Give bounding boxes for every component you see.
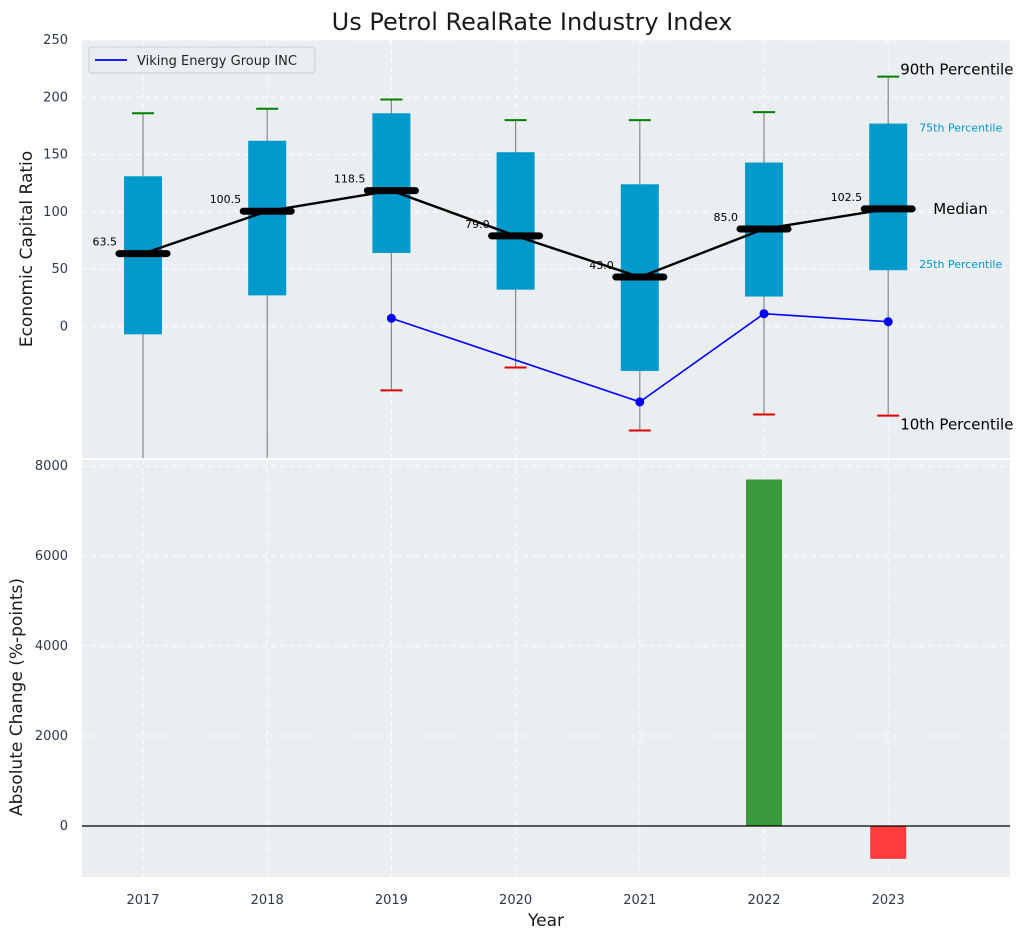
company-point-2021 [635, 397, 645, 407]
x-tick-label-2022: 2022 [747, 893, 780, 908]
bottom-y-tick-label: 2000 [35, 729, 68, 744]
top-plot-background [82, 40, 1010, 458]
top-plot: 0 50 100 150 200 250 63.5 100.5 118.5 79.0 43.0 85.… [43, 33, 1013, 458]
x-tick-label-2020: 2020 [499, 893, 532, 908]
company-point-2022 [759, 309, 769, 319]
top-y-tick-label: 200 [43, 90, 68, 105]
median-value-label: 43.0 [589, 259, 614, 272]
x-tick-label-2023: 2023 [872, 893, 905, 908]
bottom-plot-background [82, 460, 1010, 877]
top-y-tick-label: 50 [51, 262, 68, 277]
median-value-label: 100.5 [210, 193, 242, 206]
legend-label: Viking Energy Group INC [137, 54, 297, 69]
median-value-label: 79.0 [465, 218, 490, 231]
company-point-2019 [386, 313, 396, 323]
change-bar-2023 [870, 826, 907, 859]
median-annotation: Median [933, 200, 988, 218]
change-bar-2022 [746, 479, 782, 826]
x-axis-label: Year [527, 911, 564, 931]
bottom-y-axis-label: Absolute Change (%-points) [7, 578, 27, 816]
bottom-y-tick-label: 6000 [35, 549, 68, 564]
top-y-tick-label: 100 [43, 205, 68, 220]
company-point-2023 [883, 317, 893, 327]
top-y-tick-label: 150 [43, 148, 68, 163]
x-tick-label-2019: 2019 [375, 893, 408, 908]
bottom-y-tick-label: 0 [60, 819, 68, 834]
legend-box [88, 46, 316, 74]
bottom-y-tick-label: 4000 [35, 639, 68, 654]
x-tick-label-2021: 2021 [623, 893, 656, 908]
median-value-label: 118.5 [334, 173, 366, 186]
p90-annotation: 90th Percentile [900, 61, 1013, 79]
median-value-label: 102.5 [831, 191, 863, 204]
p25-annotation: 25th Percentile [919, 258, 1002, 271]
x-tick-label-2018: 2018 [251, 893, 284, 908]
company-series-line [391, 312, 889, 403]
p75-annotation: 75th Percentile [919, 122, 1002, 135]
top-y-axis-label: Economic Capital Ratio [17, 151, 37, 347]
top-y-tick-label: 0 [60, 319, 68, 334]
box-2018 [248, 140, 287, 296]
p10-annotation: 10th Percentile [900, 416, 1013, 434]
box-2023 [869, 123, 908, 271]
bottom-plot: 0 2000 4000 6000 8000 2017 2018 2019 2020 2021 202… [35, 459, 1010, 908]
bottom-y-tick-label: 8000 [35, 459, 68, 474]
box-2019 [372, 113, 411, 254]
chart-title: Us Petrol RealRate Industry Index [332, 8, 733, 36]
x-tick-label-2017: 2017 [126, 893, 159, 908]
top-y-tick-label: 250 [43, 33, 68, 48]
median-value-label: 63.5 [93, 236, 118, 249]
median-value-label: 85.0 [714, 211, 739, 224]
box-2020 [496, 152, 535, 290]
